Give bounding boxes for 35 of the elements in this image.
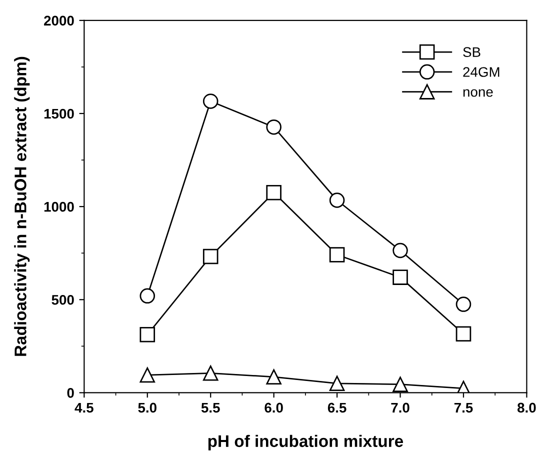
y-tick-label: 2000 <box>44 16 74 26</box>
y-axis-title: Radioactivity in n-BuOH extract (dpm) <box>14 56 30 356</box>
y-tick-label: 500 <box>52 294 74 305</box>
legend-label: 24GM <box>463 67 500 77</box>
point <box>140 326 156 342</box>
point <box>202 94 218 109</box>
x-axis-title: pH of incubation mixture <box>208 434 404 450</box>
point <box>456 326 472 342</box>
point <box>329 192 345 208</box>
point <box>392 270 408 285</box>
point <box>266 369 282 385</box>
y-tick-label: 1500 <box>44 108 74 119</box>
point <box>329 376 345 392</box>
x-tick-label: 4.5 <box>74 402 94 413</box>
point <box>140 367 156 383</box>
x-tick-label: 6.5 <box>328 402 346 413</box>
x-tick-label: 7.0 <box>391 402 410 413</box>
point <box>392 242 408 258</box>
x-tick-label: 8.0 <box>518 402 536 413</box>
point <box>202 248 218 264</box>
y-tick-label: 1000 <box>44 202 74 212</box>
x-tick-label: 6.0 <box>264 402 283 413</box>
point <box>266 119 282 135</box>
y-tick-label: 0 <box>67 388 74 398</box>
x-tick-label: 7.5 <box>454 402 473 413</box>
legend-label: none <box>463 89 493 97</box>
x-tick-label: 5.0 <box>138 402 156 413</box>
point <box>140 288 156 304</box>
x-tick-label: 5.5 <box>201 402 220 413</box>
point <box>456 296 472 312</box>
point <box>392 376 408 392</box>
point <box>202 366 218 381</box>
legend-label: SB <box>463 47 480 58</box>
point <box>329 247 345 262</box>
point <box>266 184 282 200</box>
